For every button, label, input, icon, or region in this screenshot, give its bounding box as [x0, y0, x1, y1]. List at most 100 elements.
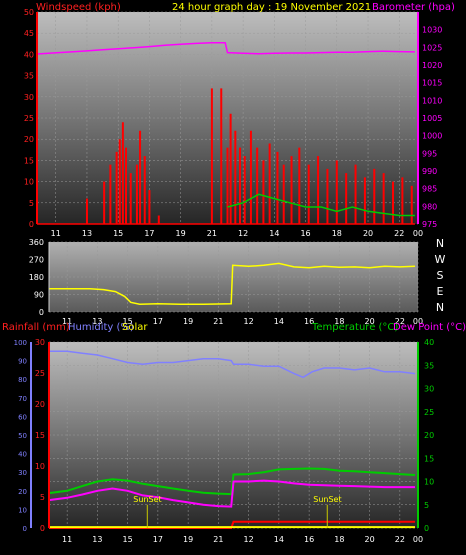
x-tick-label: 20 [365, 535, 375, 544]
solar-axis-label: Solar [122, 322, 148, 333]
rainfall-tick-label: 25 [35, 369, 45, 378]
humidity-tick-label: 90 [18, 358, 27, 366]
rainfall-tick-label: 0 [40, 524, 45, 533]
compass-label: S [437, 269, 444, 282]
x-tick-label: 11 [62, 535, 72, 544]
temperature-tick-label: 5 [424, 501, 429, 510]
x-tick-label: 12 [244, 535, 254, 544]
temperature-axis-label: Temperature (°C) [311, 322, 398, 333]
rainfall-tick-label: 30 [35, 338, 45, 347]
left-tick-label: 0 [29, 220, 34, 229]
wind-average-line [227, 193, 415, 217]
x-tick-label: 18 [334, 535, 344, 544]
x-tick-label: 19 [176, 229, 186, 238]
right-tick-label: 1010 [422, 96, 442, 105]
x-tick-label: 12 [238, 229, 248, 238]
x-tick-label: 13 [92, 535, 102, 544]
x-tick-label: 00 [413, 317, 423, 326]
x-tick-label: 14 [274, 317, 284, 326]
right-tick-label: 975 [422, 220, 437, 229]
dewpoint-axis-label: Dew Point (°C) [393, 322, 466, 333]
x-tick-label: 21 [213, 535, 223, 544]
x-tick-label: 15 [113, 229, 123, 238]
right-tick-label: 985 [422, 185, 437, 194]
x-tick-label: 11 [51, 229, 61, 238]
x-tick-label: 22 [394, 229, 404, 238]
right-tick-label: 1030 [422, 26, 442, 35]
humidity-tick-label: 10 [18, 506, 27, 514]
humidity-tick-label: 20 [18, 488, 27, 496]
x-tick-label: 21 [207, 229, 217, 238]
temperature-tick-label: 40 [424, 338, 434, 347]
x-tick-label: 14 [274, 535, 284, 544]
rainfall-tick-label: 10 [35, 462, 45, 471]
right-tick-label: 995 [422, 149, 437, 158]
x-tick-label: 15 [123, 317, 133, 326]
temperature-tick-label: 0 [424, 524, 429, 533]
x-tick-label: 14 [269, 229, 279, 238]
x-tick-label: 00 [413, 229, 423, 238]
humidity-tick-label: 0 [23, 525, 27, 533]
windspeed-axis-label: Windspeed (kph) [36, 2, 121, 13]
right-tick-label: 980 [422, 202, 437, 211]
x-tick-label: 19 [183, 317, 193, 326]
wind-direction-line [49, 262, 416, 305]
x-tick-label: 22 [395, 317, 405, 326]
x-tick-label: 11 [62, 317, 72, 326]
left-tick-label: 50 [24, 8, 34, 17]
x-tick-label: 16 [304, 317, 314, 326]
x-tick-label: 21 [213, 317, 223, 326]
left-tick-label: 270 [29, 256, 44, 265]
right-tick-label: 1025 [422, 43, 442, 52]
barometer-series-line [36, 41, 415, 55]
left-tick-label: 35 [24, 72, 34, 81]
x-tick-label: 17 [144, 229, 154, 238]
x-tick-label: 15 [123, 535, 133, 544]
x-tick-label: 16 [300, 229, 310, 238]
humidity-tick-label: 50 [18, 432, 27, 440]
left-tick-label: 15 [24, 156, 34, 165]
temperature-tick-label: 25 [424, 408, 434, 417]
left-tick-label: 40 [24, 50, 34, 59]
x-tick-label: 13 [92, 317, 102, 326]
compass-label: N [436, 237, 444, 250]
left-tick-label: 45 [24, 29, 34, 38]
humidity-tick-label: 80 [18, 376, 27, 384]
barometer-axis-label: Barometer (hpa) [372, 2, 455, 13]
humidity-tick-label: 60 [18, 413, 27, 421]
compass-label: N [436, 301, 444, 314]
left-tick-label: 180 [29, 273, 44, 282]
left-tick-label: 30 [24, 93, 34, 102]
sunset-label: SunSet [313, 495, 341, 504]
humidity-tick-label: 100 [14, 339, 27, 347]
right-tick-label: 1015 [422, 79, 442, 88]
left-tick-label: 10 [24, 178, 34, 187]
right-tick-label: 1000 [422, 132, 442, 141]
dewpoint-line [48, 479, 415, 508]
chart-title: 24 hour graph day : 19 November 2021 [172, 2, 371, 13]
temperature-tick-label: 30 [424, 385, 434, 394]
right-tick-label: 990 [422, 167, 437, 176]
rainfall-tick-label: 5 [40, 493, 45, 502]
left-tick-label: 20 [24, 135, 34, 144]
x-tick-label: 20 [363, 229, 373, 238]
temperature-tick-label: 20 [424, 431, 434, 440]
x-tick-label: 12 [244, 317, 254, 326]
humidity-tick-label: 40 [18, 451, 27, 459]
sunset-label: SunSet [133, 495, 161, 504]
x-tick-label: 22 [395, 535, 405, 544]
rainfall-tick-label: 15 [35, 431, 45, 440]
x-tick-label: 00 [413, 535, 423, 544]
x-tick-label: 17 [153, 535, 163, 544]
temperature-tick-label: 10 [424, 478, 434, 487]
left-tick-label: 5 [29, 199, 34, 208]
x-tick-label: 13 [82, 229, 92, 238]
temperature-tick-label: 15 [424, 454, 434, 463]
left-tick-label: 25 [24, 114, 34, 123]
x-tick-label: 17 [153, 317, 163, 326]
compass-label: E [437, 285, 444, 298]
